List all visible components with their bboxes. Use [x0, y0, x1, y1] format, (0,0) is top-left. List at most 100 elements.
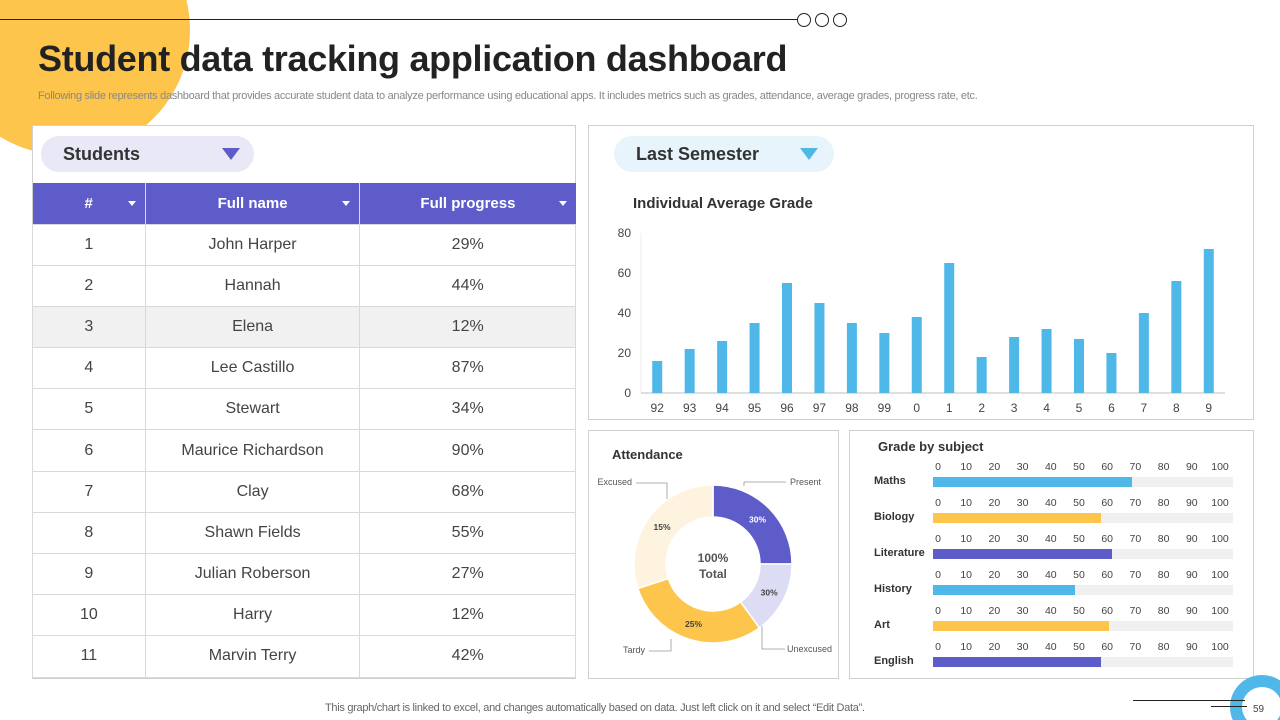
x-tick-label: 1 — [946, 401, 953, 415]
bar[interactable] — [1106, 353, 1117, 393]
bar[interactable] — [1203, 249, 1214, 393]
x-tick-label: 9 — [1205, 401, 1212, 415]
x-tick-label: 6 — [1108, 401, 1115, 415]
subject-axis-ticks: 0 10 20 30 40 50 60 70 80 90 100 — [932, 605, 1232, 617]
bar[interactable] — [1171, 281, 1182, 393]
table-row[interactable]: 9 Julian Roberson 27% — [32, 552, 576, 596]
table-row[interactable]: 6 Maurice Richardson 90% — [32, 429, 576, 472]
y-tick-label: 20 — [618, 346, 632, 360]
slice-name-label: Excused — [597, 477, 632, 487]
students-dropdown[interactable]: Students — [41, 136, 254, 172]
x-tick-label: 50 — [1073, 461, 1085, 473]
bar[interactable] — [1138, 313, 1149, 393]
x-tick-label: 20 — [988, 533, 1001, 545]
x-tick-label: 100 — [1211, 641, 1229, 653]
bar[interactable] — [652, 361, 663, 393]
semester-dropdown[interactable]: Last Semester — [614, 136, 834, 172]
subject-bar[interactable] — [933, 477, 1132, 487]
table-row[interactable]: 3 Elena 12% — [32, 305, 576, 349]
x-tick-label: 20 — [988, 497, 1001, 509]
x-tick-label: 40 — [1044, 605, 1057, 617]
subject-label: Biology — [874, 511, 915, 523]
cell-num: 3 — [32, 305, 146, 349]
donut-slice-tardy[interactable] — [636, 577, 761, 644]
page-number-badge — [1230, 675, 1280, 720]
table-row[interactable]: 11 Marvin Terry 42% — [32, 635, 576, 678]
x-tick-label: 90 — [1185, 497, 1198, 509]
table-row[interactable]: 8 Shawn Fields 55% — [32, 511, 576, 555]
ring-icon — [815, 13, 829, 27]
x-tick-label: 100 — [1211, 497, 1229, 509]
subject-bar[interactable] — [933, 585, 1076, 595]
table-row[interactable]: 2 Hannah 44% — [32, 264, 576, 307]
bar[interactable] — [684, 349, 695, 393]
subject-bar[interactable] — [933, 549, 1112, 559]
sort-arrow-icon[interactable] — [127, 201, 136, 206]
x-tick-label: 60 — [1101, 605, 1114, 617]
y-tick-label: 60 — [618, 266, 632, 280]
x-tick-label: 10 — [960, 641, 973, 653]
bar[interactable] — [944, 263, 955, 393]
subject-row: History 0 10 20 30 40 50 60 70 80 90 100 — [850, 569, 1255, 605]
x-tick-label: 90 — [1185, 569, 1198, 581]
table-row[interactable]: 4 Lee Castillo 87% — [32, 347, 576, 390]
column-header-number[interactable]: # — [32, 183, 146, 224]
bar[interactable] — [976, 357, 987, 393]
bar-chart-title: Individual Average Grade — [633, 195, 813, 212]
column-header-full-name[interactable]: Full name — [145, 183, 361, 224]
grade-by-subject-title: Grade by subject — [878, 439, 984, 454]
cell-name: Harry — [145, 594, 361, 637]
cell-num: 7 — [32, 470, 146, 513]
x-tick-label: 70 — [1129, 569, 1142, 581]
x-tick-label: 10 — [960, 461, 973, 473]
students-panel: Students # Full name Full progress 1 John… — [32, 125, 576, 679]
x-tick-label: 70 — [1129, 497, 1142, 509]
donut-center-value: 100% — [698, 551, 729, 565]
bar[interactable] — [911, 317, 922, 393]
attendance-panel: 30% 30% 25% 15% 100% Total Present Unexcused Tar… — [588, 430, 839, 679]
subject-bar[interactable] — [933, 621, 1110, 631]
bar[interactable] — [846, 323, 857, 393]
table-row[interactable]: 7 Clay 68% — [32, 470, 576, 513]
cell-num: 9 — [32, 552, 146, 596]
subject-label: Art — [874, 619, 890, 631]
x-tick-label: 0 — [935, 569, 941, 581]
table-row[interactable]: 1 John Harper 29% — [32, 223, 576, 266]
bar[interactable] — [1009, 337, 1020, 393]
x-tick-label: 100 — [1211, 569, 1229, 581]
sort-arrow-icon[interactable] — [558, 201, 567, 206]
subject-label: History — [874, 583, 912, 595]
bar[interactable] — [717, 341, 728, 393]
callout-line — [636, 482, 668, 499]
x-tick-label: 10 — [960, 569, 973, 581]
cell-progress: 55% — [359, 511, 576, 555]
y-tick-label: 40 — [618, 306, 632, 320]
x-tick-label: 60 — [1101, 569, 1114, 581]
subject-bar-track — [933, 477, 1233, 487]
subject-label: Literature — [874, 547, 925, 559]
header-rings — [797, 13, 847, 27]
bar[interactable] — [814, 303, 825, 393]
table-row[interactable]: 5 Stewart 34% — [32, 388, 576, 431]
bar[interactable] — [782, 283, 792, 393]
bar[interactable] — [1074, 339, 1084, 393]
slice-value-label: 30% — [761, 588, 778, 598]
bar[interactable] — [879, 333, 890, 393]
x-tick-label: 80 — [1157, 533, 1170, 545]
cell-name: Julian Roberson — [145, 552, 361, 596]
x-tick-label: 20 — [988, 461, 1001, 473]
subject-bar[interactable] — [933, 657, 1101, 667]
sort-arrow-icon[interactable] — [342, 201, 351, 206]
slice-value-label: 15% — [654, 522, 671, 532]
donut-slice-excused[interactable] — [633, 484, 714, 590]
students-table: # Full name Full progress 1 John Harper 29… — [32, 183, 576, 678]
table-row[interactable]: 10 Harry 12% — [32, 594, 576, 637]
subject-bar[interactable] — [933, 513, 1101, 523]
column-header-full-progress[interactable]: Full progress — [359, 183, 576, 224]
y-tick-label: 0 — [624, 386, 631, 400]
y-tick-label: 80 — [618, 226, 632, 240]
bar[interactable] — [1041, 329, 1052, 393]
subject-axis-ticks: 0 10 20 30 40 50 60 70 80 90 100 — [932, 569, 1232, 581]
x-tick-label: 92 — [651, 401, 665, 415]
bar[interactable] — [749, 323, 760, 393]
